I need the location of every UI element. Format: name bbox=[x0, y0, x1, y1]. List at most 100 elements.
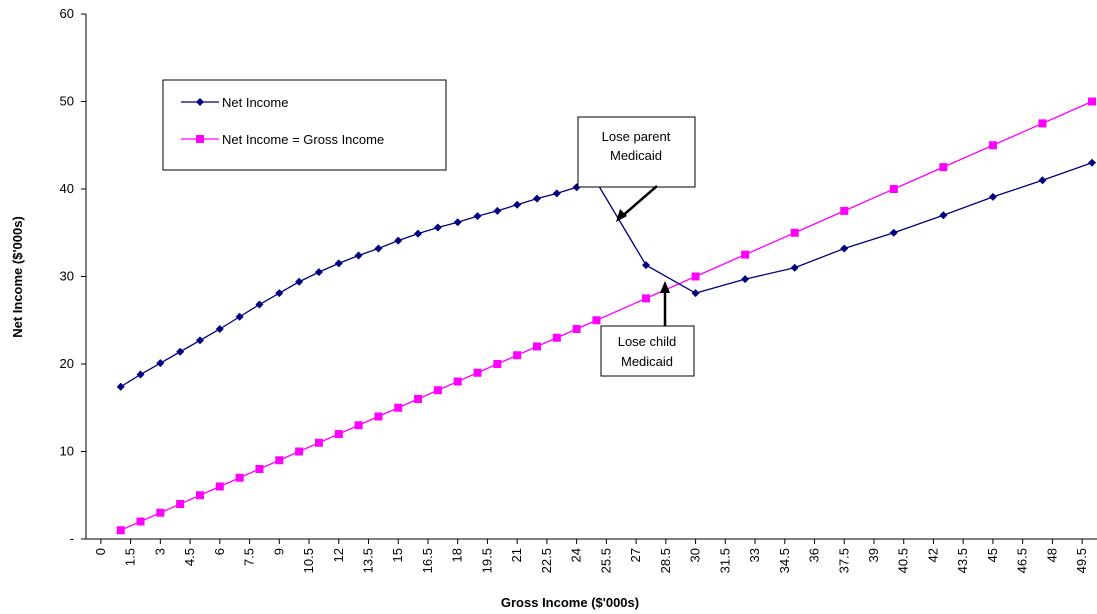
data-point bbox=[790, 228, 799, 237]
x-tick-label: 0 bbox=[93, 548, 108, 555]
data-point bbox=[988, 141, 997, 150]
x-tick-label: 31.5 bbox=[717, 548, 732, 573]
x-tick-label: 13.5 bbox=[360, 548, 375, 573]
data-point bbox=[374, 412, 383, 421]
x-tick-label: 22.5 bbox=[539, 548, 554, 573]
arrowhead-icon bbox=[660, 281, 670, 293]
data-point bbox=[840, 206, 849, 215]
y-ticks: - 10 20 30 40 50 60 bbox=[60, 6, 86, 546]
annotation-line-2: Medicaid bbox=[610, 148, 662, 163]
annotation-arrow bbox=[619, 185, 658, 219]
data-point bbox=[1038, 119, 1047, 128]
data-point bbox=[255, 300, 264, 309]
y-tick-label: 60 bbox=[60, 6, 74, 21]
y-axis-title: Net Income ($'000s) bbox=[10, 216, 25, 338]
x-tick-label: 4.5 bbox=[182, 548, 197, 566]
annotation-line-2: Medicaid bbox=[621, 354, 673, 369]
x-tick-label: 12 bbox=[331, 548, 346, 562]
y-tick-label: 30 bbox=[60, 269, 74, 284]
data-point bbox=[235, 312, 244, 321]
legend-label-gross-income: Net Income = Gross Income bbox=[222, 132, 384, 147]
x-tick-label: 39 bbox=[866, 548, 881, 562]
data-point bbox=[414, 395, 423, 403]
data-point bbox=[176, 500, 185, 508]
data-point bbox=[354, 421, 363, 430]
x-tick-label: 6 bbox=[212, 548, 227, 555]
data-point bbox=[394, 403, 403, 412]
data-point bbox=[215, 325, 224, 333]
x-tick-label: 18 bbox=[450, 548, 465, 562]
x-tick-label: 3 bbox=[152, 548, 167, 555]
data-point bbox=[255, 465, 264, 473]
data-point bbox=[314, 438, 323, 447]
series-layer bbox=[116, 97, 1097, 535]
x-tick-label: 7.5 bbox=[242, 548, 257, 566]
x-tick-label: 37.5 bbox=[836, 548, 851, 573]
data-point bbox=[195, 336, 204, 345]
data-point bbox=[741, 275, 750, 284]
x-tick-label: 34.5 bbox=[777, 548, 792, 573]
legend-square-icon bbox=[196, 135, 204, 143]
data-point bbox=[552, 189, 561, 198]
data-point bbox=[552, 333, 561, 342]
x-tick-label: 28.5 bbox=[658, 548, 673, 573]
data-point bbox=[136, 517, 145, 526]
data-point bbox=[116, 382, 125, 391]
data-point bbox=[414, 229, 423, 238]
data-point bbox=[592, 316, 601, 325]
x-tick-label: 36 bbox=[807, 548, 822, 562]
data-point bbox=[691, 289, 700, 298]
data-point bbox=[433, 223, 442, 232]
x-tick-label: 10.5 bbox=[301, 548, 316, 573]
data-point bbox=[889, 185, 898, 193]
data-point bbox=[275, 456, 284, 465]
data-point bbox=[642, 261, 651, 270]
x-tick-label: 19.5 bbox=[479, 548, 494, 573]
data-point bbox=[136, 370, 145, 379]
y-tick-label: - bbox=[70, 531, 74, 546]
data-point bbox=[1088, 97, 1097, 106]
x-tick-label: 43.5 bbox=[955, 548, 970, 573]
x-tick-label: 46.5 bbox=[1015, 548, 1030, 573]
data-point bbox=[453, 218, 462, 227]
x-tick-label: 24 bbox=[569, 548, 584, 562]
data-point bbox=[334, 430, 343, 438]
x-tick-label: 15 bbox=[390, 548, 405, 562]
data-point bbox=[176, 347, 185, 356]
annotation-box bbox=[577, 116, 696, 188]
data-point bbox=[295, 447, 304, 456]
data-point bbox=[939, 211, 948, 220]
x-tick-label: 21 bbox=[509, 548, 524, 562]
data-point bbox=[374, 244, 383, 253]
data-point bbox=[195, 491, 204, 500]
x-tick-label: 40.5 bbox=[896, 548, 911, 573]
x-tick-label: 49.5 bbox=[1074, 548, 1089, 573]
data-point bbox=[889, 228, 898, 237]
data-point bbox=[939, 163, 948, 172]
data-point bbox=[354, 251, 363, 260]
legend-label-net-income: Net Income bbox=[222, 95, 288, 110]
data-point bbox=[513, 351, 522, 360]
x-tick-label: 9 bbox=[271, 548, 286, 555]
x-ticks: 0 1.5 3 4.5 6 7.5 9 10.5 12 13.5 15 16.5 18 19.5 21 22.… bbox=[93, 539, 1089, 573]
legend-diamond-icon bbox=[196, 98, 204, 106]
series-net-income-gross-income bbox=[116, 97, 1097, 535]
annotation-lose-child-medicaid: Lose child Medicaid bbox=[600, 281, 695, 377]
x-tick-label: 16.5 bbox=[420, 548, 435, 573]
data-point bbox=[314, 268, 323, 277]
annotations: Lose parent Medicaid Lose child Medicaid bbox=[577, 116, 696, 377]
x-tick-label: 1.5 bbox=[123, 548, 138, 566]
data-point bbox=[215, 482, 224, 491]
x-tick-label: 42 bbox=[925, 548, 940, 562]
data-point bbox=[473, 368, 482, 377]
data-point bbox=[433, 386, 442, 395]
x-axis-title: Gross Income ($'000s) bbox=[501, 595, 639, 610]
legend: Net Income Net Income = Gross Income bbox=[162, 79, 447, 171]
series-net-income bbox=[116, 158, 1097, 391]
data-point bbox=[840, 244, 849, 253]
data-point bbox=[572, 325, 581, 333]
data-point bbox=[642, 294, 651, 303]
data-point bbox=[1038, 176, 1047, 185]
x-tick-label: 45 bbox=[985, 548, 1000, 562]
data-point bbox=[473, 212, 482, 221]
